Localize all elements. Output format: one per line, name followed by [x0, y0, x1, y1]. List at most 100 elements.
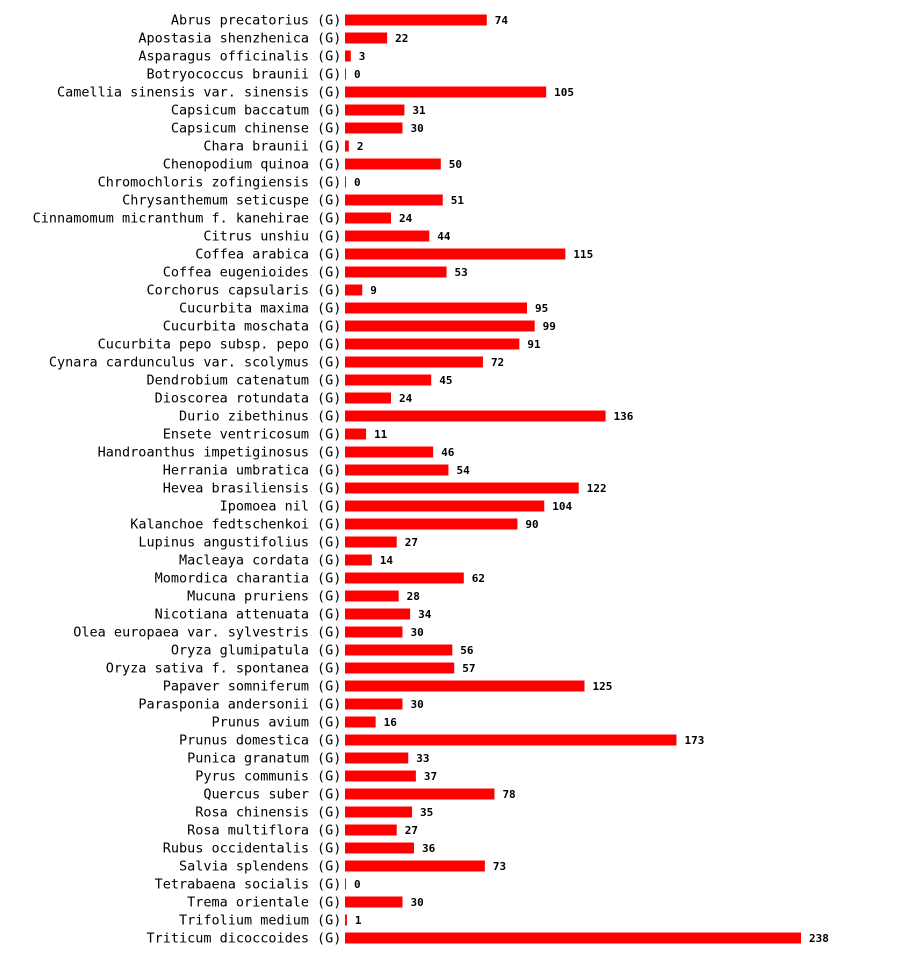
category-label: Coffea eugenioides: [163, 265, 309, 281]
bar-value-label: 51: [451, 194, 465, 207]
bar: [345, 374, 432, 386]
category-label: Hevea brasiliensis: [163, 481, 309, 497]
category-tag: (G): [317, 31, 341, 47]
bar-value-label: 1: [355, 914, 362, 927]
bar-value-label: 99: [543, 320, 556, 333]
bar-value-label: 0: [354, 176, 361, 189]
bar-value-label: 46: [441, 446, 455, 459]
bar-value-label: 31: [412, 104, 426, 117]
bar-value-label: 3: [359, 50, 366, 63]
bar-value-label: 11: [374, 428, 388, 441]
category-tag: (G): [317, 355, 341, 371]
category-label: Tetrabaena socialis: [155, 877, 309, 893]
category-tag: (G): [317, 607, 341, 623]
bar-row: Coffea arabica (G) 115: [195, 247, 593, 263]
category-tag: (G): [317, 823, 341, 839]
bar-row: Papaver somniferum (G) 125: [163, 679, 613, 695]
category-tag: (G): [317, 13, 341, 29]
bar-value-label: 44: [437, 230, 451, 243]
bar: [345, 806, 413, 818]
category-tag: (G): [317, 319, 341, 335]
category-label: Momordica charantia: [155, 571, 309, 587]
category-tag: (G): [317, 877, 341, 893]
category-tag: (G): [317, 895, 341, 911]
bar-row: Lupinus angustifolius (G) 27: [138, 535, 418, 551]
category-label: Herrania umbratica: [163, 463, 309, 479]
bar: [345, 932, 801, 944]
category-label: Nicotiana attenuata: [155, 607, 309, 623]
bar-value-label: 9: [370, 284, 377, 297]
bar-value-label: 73: [493, 860, 506, 873]
bar: [345, 842, 414, 854]
bar-value-label: 57: [462, 662, 475, 675]
bar-value-label: 36: [422, 842, 436, 855]
bar-row: Cinnamomum micranthum f. kanehirae (G) 24: [33, 211, 413, 227]
bar: [345, 248, 566, 260]
bar-row: Cucurbita moschata (G) 99: [163, 319, 556, 335]
category-tag: (G): [317, 337, 341, 353]
category-tag: (G): [317, 427, 341, 443]
bar-value-label: 238: [809, 932, 829, 945]
bar-row: Cucurbita maxima (G) 95: [179, 301, 548, 317]
category-tag: (G): [317, 373, 341, 389]
category-label: Lupinus angustifolius: [138, 535, 309, 551]
category-label: Kalanchoe fedtschenkoi: [130, 517, 309, 533]
bar: [345, 716, 376, 728]
bar: [345, 140, 349, 152]
category-label: Rosa multiflora: [187, 823, 309, 839]
bar: [345, 590, 399, 602]
category-label: Asparagus officinalis: [138, 49, 309, 65]
bar-value-label: 16: [384, 716, 398, 729]
bar: [345, 68, 346, 80]
category-tag: (G): [317, 211, 341, 227]
category-label: Parasponia andersonii: [138, 697, 309, 713]
bar-row: Botryococcus braunii (G) 0: [146, 67, 360, 83]
category-label: Camellia sinensis var. sinensis: [57, 85, 309, 101]
bar: [345, 644, 453, 656]
bar-row: Capsicum baccatum (G) 31: [171, 103, 426, 119]
bar: [345, 824, 397, 836]
bar-row: Trema orientale (G) 30: [187, 895, 424, 911]
bar-row: Triticum dicoccoides (G) 238: [146, 931, 828, 947]
bar: [345, 878, 346, 890]
bar: [345, 392, 391, 404]
bar-value-label: 54: [456, 464, 470, 477]
bar-row: Corchorus capsularis (G) 9: [146, 283, 376, 299]
category-label: Abrus precatorius: [171, 13, 309, 29]
bar: [345, 734, 677, 746]
category-label: Ipomoea nil: [220, 499, 309, 515]
bar: [345, 194, 443, 206]
bar-row: Chenopodium quinoa (G) 50: [163, 157, 462, 173]
bar-row: Chromochloris zofingiensis (G) 0: [98, 175, 361, 191]
bar: [345, 572, 464, 584]
category-label: Capsicum baccatum: [171, 103, 309, 119]
category-tag: (G): [317, 67, 341, 83]
category-tag: (G): [317, 805, 341, 821]
bar: [345, 788, 495, 800]
bar-value-label: 115: [573, 248, 593, 261]
category-label: Dendrobium catenatum: [146, 373, 309, 389]
bar-row: Pyrus communis (G) 37: [195, 769, 437, 785]
category-tag: (G): [317, 697, 341, 713]
bar-value-label: 27: [405, 536, 418, 549]
bar: [345, 230, 430, 242]
bar-value-label: 104: [552, 500, 572, 513]
bar-value-label: 30: [410, 896, 423, 909]
bar-row: Rubus occidentalis (G) 36: [163, 841, 436, 857]
category-label: Chenopodium quinoa: [163, 157, 309, 173]
bar: [345, 680, 585, 692]
bar: [345, 518, 518, 530]
bar-row: Olea europaea var. sylvestris (G) 30: [73, 625, 423, 641]
category-tag: (G): [317, 265, 341, 281]
category-label: Trema orientale: [187, 895, 309, 911]
bar-value-label: 24: [399, 392, 413, 405]
category-tag: (G): [317, 715, 341, 731]
bar-row: Prunus avium (G) 16: [211, 715, 397, 731]
bar-value-label: 27: [405, 824, 418, 837]
category-tag: (G): [317, 769, 341, 785]
category-label: Papaver somniferum: [163, 679, 309, 695]
bar-value-label: 122: [587, 482, 607, 495]
category-tag: (G): [317, 463, 341, 479]
category-tag: (G): [317, 679, 341, 695]
category-label: Macleaya cordata: [179, 553, 309, 569]
